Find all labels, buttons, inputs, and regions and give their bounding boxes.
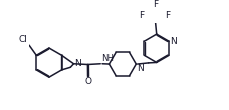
Text: O: O [84, 77, 91, 86]
Text: Cl: Cl [19, 35, 28, 44]
Text: F: F [165, 11, 170, 20]
Text: N: N [75, 59, 81, 68]
Text: F: F [153, 0, 158, 9]
Text: F: F [139, 11, 144, 20]
Text: N: N [137, 64, 144, 73]
Text: N: N [170, 37, 177, 46]
Text: NH: NH [101, 54, 114, 63]
